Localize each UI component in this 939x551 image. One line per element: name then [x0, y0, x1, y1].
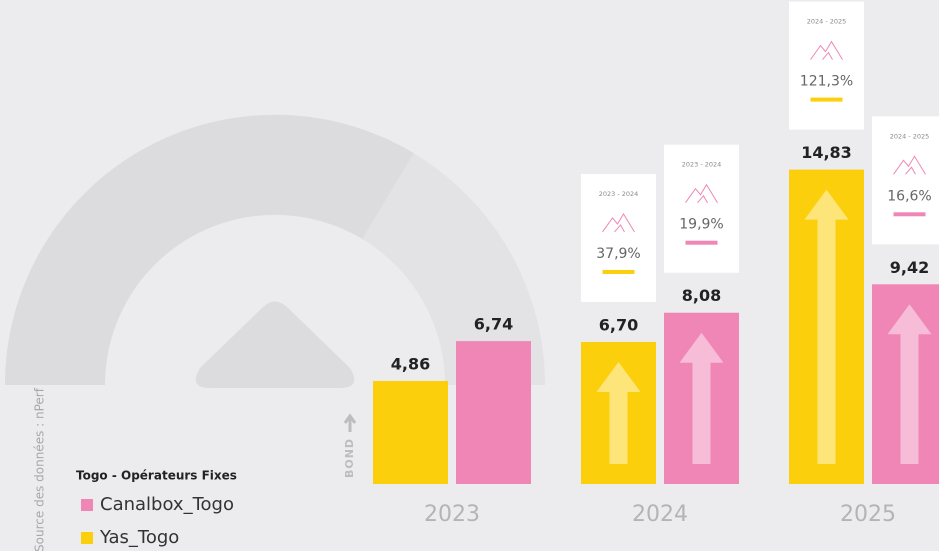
bar-arrow: [679, 332, 724, 464]
value-label: 6,74: [474, 315, 513, 334]
x-tick-label: 2024: [632, 502, 688, 527]
value-label: 14,83: [801, 143, 852, 162]
growth-card: [872, 116, 939, 245]
bar: [456, 341, 531, 484]
value-label: 4,86: [391, 354, 430, 373]
growth-indicator: [893, 212, 926, 217]
bar: [664, 312, 739, 484]
bar-arrow: [887, 304, 932, 464]
gauge-needle: [195, 301, 355, 388]
growth-label: 121,3%: [800, 74, 853, 90]
growth-card: [789, 1, 864, 130]
source: Source des données : nPerf: [33, 387, 47, 551]
x-tick-label: 2025: [840, 502, 896, 527]
growth-icon: [685, 183, 718, 204]
growth-period: 2024 - 2025: [890, 132, 930, 140]
value-label: 6,70: [599, 315, 638, 334]
bar: [789, 169, 864, 484]
growth-icon: [602, 212, 635, 233]
legend-swatch: [81, 499, 93, 511]
bar: [373, 380, 448, 484]
growth-indicator: [810, 97, 843, 102]
growth-icon: [893, 155, 926, 175]
growth-indicator: [602, 269, 635, 274]
growth-period: 2023 - 2024: [599, 190, 639, 198]
bar: [872, 284, 939, 484]
growth-card: [581, 173, 656, 302]
legend-title: Togo - Opérateurs Fixes: [76, 469, 237, 483]
x-tick-label: 2023: [424, 502, 480, 527]
value-label: 8,08: [682, 286, 721, 305]
growth-label: 16,6%: [887, 188, 931, 204]
growth-label: 19,9%: [679, 217, 723, 233]
growth-period: 2024 - 2025: [807, 18, 847, 26]
bar-arrow: [804, 189, 849, 464]
gauge-fill: [4, 114, 414, 386]
legend-label: Canalbox_Togo: [100, 494, 234, 515]
legend-label: Yas_Togo: [99, 527, 179, 548]
legend-swatch: [81, 532, 93, 544]
growth-label: 37,9%: [596, 246, 640, 262]
side-arrow: [343, 413, 357, 432]
growth-card: [664, 144, 739, 273]
bar: [581, 341, 656, 484]
growth-icon: [810, 40, 843, 60]
side-label: BOND: [343, 438, 356, 478]
growth-period: 2023 - 2024: [682, 161, 722, 169]
value-label: 9,42: [890, 258, 929, 277]
growth-indicator: [685, 240, 718, 245]
bar-arrow: [596, 361, 641, 464]
